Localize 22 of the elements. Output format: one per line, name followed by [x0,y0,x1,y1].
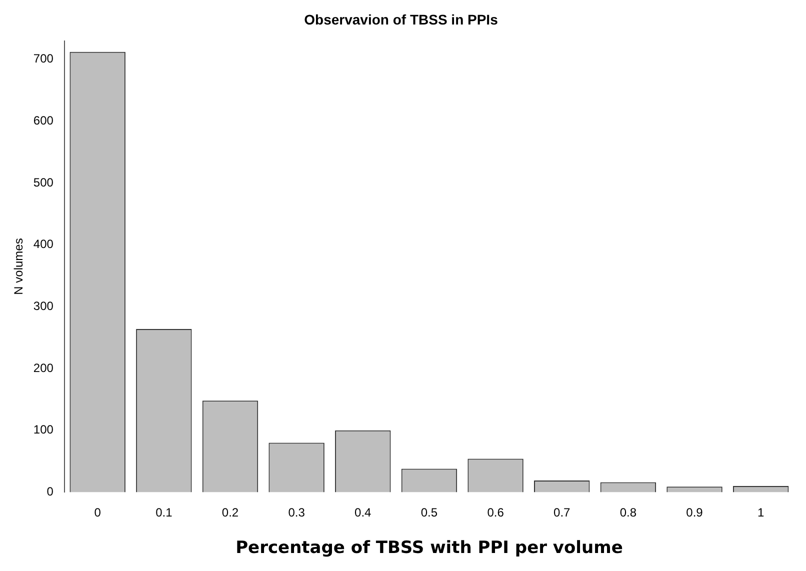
x-tick-label: 0.6 [487,506,504,520]
x-axis-title: Percentage of TBSS with PPI per volume [236,538,623,558]
chart-title: Observavion of TBSS in PPIs [304,11,498,28]
x-tick-label: 0.3 [288,506,306,520]
y-tick-label: 400 [33,237,54,252]
x-tick-label: 0 [94,506,102,520]
y-tick-label: 0 [46,484,54,499]
y-axis-title: N volumes [12,238,26,295]
x-tick-label: 0.7 [554,506,571,520]
x-tick-label: 0.9 [686,506,704,520]
x-tick-label: 0.1 [156,506,173,520]
y-tick-label: 500 [33,175,54,190]
y-tick-label: 200 [33,360,54,375]
x-tick-label: 0.8 [620,506,637,520]
x-tick-label: 0.5 [420,506,438,520]
x-tick-label: 0.4 [354,506,372,520]
x-tick-label: 0.2 [222,506,239,520]
y-tick-label: 100 [33,422,54,437]
y-tick-label: 600 [33,114,54,128]
y-tick-label: 700 [33,52,54,66]
y-tick-label: 300 [33,299,54,314]
x-tick-label: 1 [757,506,764,520]
